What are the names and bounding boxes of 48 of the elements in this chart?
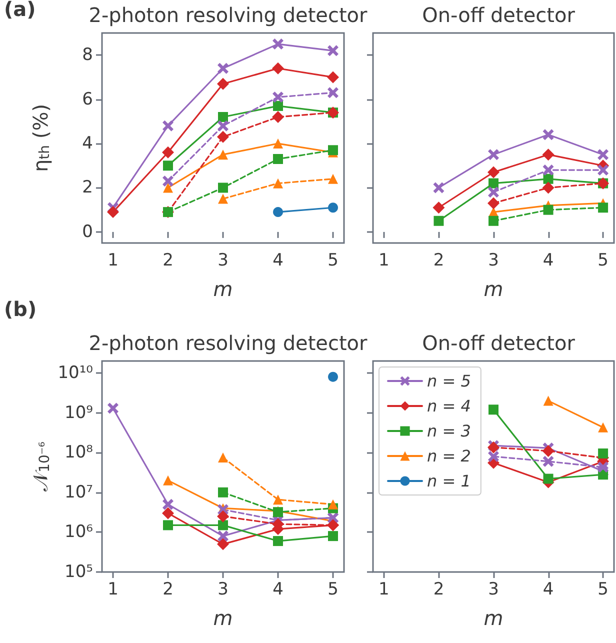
x-tick-label: 3 — [488, 250, 499, 270]
legend-label: n = 5 — [427, 372, 471, 390]
y-tick-label: 10⁶ — [64, 522, 94, 542]
x-tick-label: 3 — [488, 580, 499, 600]
y-tick-label: 10⁷ — [64, 482, 94, 502]
y-tick-label: 4 — [82, 134, 93, 154]
x-axis-title: m — [484, 606, 504, 630]
x-tick-label: 5 — [328, 250, 338, 270]
x-tick-label: 2 — [162, 250, 174, 270]
x-tick-label: 4 — [542, 580, 554, 600]
chart-title: On-off detector — [422, 331, 576, 355]
y-tick-label: 2 — [82, 178, 93, 198]
x-axis-title: m — [213, 606, 233, 630]
x-tick-label: 2 — [162, 580, 174, 600]
legend-label: n = 3 — [427, 422, 471, 440]
x-tick-label: 4 — [272, 250, 284, 270]
x-tick-label: 2 — [433, 250, 444, 270]
text: (b) — [4, 297, 37, 321]
chart-title: On-off detector — [422, 3, 576, 27]
x-tick-label: 5 — [598, 250, 608, 270]
x-tick-label: 5 — [598, 580, 608, 600]
y-tick-label: 10¹⁰ — [58, 362, 94, 383]
x-tick-label: 1 — [378, 580, 390, 600]
x-axis-title: m — [484, 277, 504, 301]
y-tick-label: 10⁵ — [64, 562, 93, 582]
x-tick-label: 1 — [108, 580, 118, 600]
y-tick-label: 6 — [82, 89, 93, 110]
chart-title: 2-photon resolving detector — [88, 3, 368, 27]
y-axis-title: 𝒩10⁻⁶ — [28, 441, 53, 492]
x-tick-label: 3 — [218, 250, 228, 270]
x-tick-label: 4 — [542, 250, 554, 270]
text: (a) — [4, 0, 36, 21]
x-tick-label: 2 — [433, 580, 444, 600]
x-axis-title: m — [213, 277, 233, 301]
y-tick-label: 0 — [82, 222, 93, 242]
x-tick-label: 3 — [218, 580, 228, 600]
x-tick-label: 1 — [108, 250, 118, 270]
y-tick-label: 10⁸ — [64, 442, 94, 463]
y-tick-label: 8 — [82, 45, 93, 66]
y-axis-title: ηth (%) — [28, 104, 53, 172]
legend-label: n = 4 — [427, 396, 471, 416]
chart-title: 2-photon resolving detector — [88, 331, 368, 355]
x-tick-label: 1 — [378, 250, 390, 270]
x-tick-label: 4 — [272, 580, 284, 600]
y-tick-label: 10⁹ — [64, 402, 94, 423]
legend-label: n = 1 — [427, 472, 471, 490]
legend-label: n = 2 — [427, 446, 471, 466]
x-tick-label: 5 — [328, 580, 338, 600]
